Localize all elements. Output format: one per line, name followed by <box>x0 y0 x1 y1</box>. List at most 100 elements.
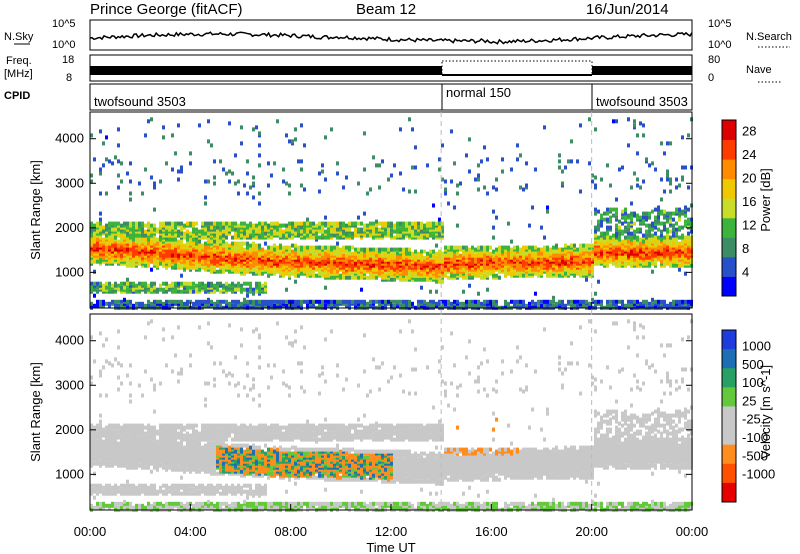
power-cell <box>600 241 603 246</box>
power-cell <box>636 177 639 182</box>
power-cell <box>504 299 507 304</box>
power-cell <box>633 221 636 226</box>
power-cell <box>543 235 546 240</box>
power-cell <box>303 253 306 258</box>
power-cell <box>441 299 444 304</box>
power-cell <box>144 263 147 268</box>
power-cell <box>603 211 606 216</box>
power-cell <box>588 301 591 306</box>
power-cell <box>207 281 210 286</box>
power-cell <box>441 279 444 284</box>
power-cell <box>558 253 561 258</box>
power-cell <box>213 301 216 306</box>
power-cell <box>369 251 372 256</box>
power-cell <box>483 299 486 304</box>
power-cell <box>234 241 237 246</box>
power-cell <box>198 267 201 272</box>
power-cell <box>426 221 429 226</box>
power-cell <box>612 299 615 304</box>
power-cell <box>621 165 624 170</box>
power-cell <box>546 245 549 250</box>
power-cell <box>516 253 519 258</box>
power-cell <box>579 251 582 256</box>
power-cell <box>639 251 642 256</box>
power-cell <box>312 299 315 304</box>
power-cell <box>432 299 435 304</box>
power-cell <box>516 299 519 304</box>
power-cell <box>90 179 93 184</box>
power-cell <box>369 187 372 192</box>
power-cell <box>450 251 453 256</box>
power-cell <box>666 251 669 256</box>
power-cell <box>399 303 402 308</box>
power-cell <box>417 255 420 260</box>
power-cell <box>294 243 297 248</box>
power-cell <box>375 275 378 280</box>
power-cell <box>255 299 258 304</box>
power-cell <box>231 235 234 240</box>
power-cell <box>168 221 171 226</box>
power-cell <box>678 299 681 304</box>
power-cell <box>228 251 231 256</box>
power-cell <box>309 221 312 226</box>
power-cell <box>270 221 273 226</box>
power-cell <box>195 231 198 236</box>
power-cell <box>438 221 441 226</box>
power-cell <box>660 221 663 226</box>
power-cell <box>228 301 231 306</box>
power-cell <box>684 205 687 210</box>
power-cell <box>558 251 561 256</box>
power-cell <box>165 289 168 294</box>
power-cell <box>606 263 609 268</box>
power-cell <box>597 209 600 214</box>
power-cell <box>519 251 522 256</box>
power-cell <box>543 251 546 256</box>
power-cell <box>474 253 477 258</box>
power-cell <box>117 299 120 304</box>
power-cell <box>528 301 531 306</box>
power-cell <box>132 241 135 246</box>
power-cell <box>357 233 360 238</box>
power-cell <box>288 253 291 258</box>
power-cell <box>630 263 633 268</box>
power-cell <box>261 253 264 258</box>
power-cell <box>234 181 237 186</box>
power-cell <box>594 183 597 188</box>
power-cell <box>495 253 498 258</box>
power-cell <box>660 233 663 238</box>
power-cell <box>372 221 375 226</box>
power-cell <box>465 253 468 258</box>
power-cell <box>327 253 330 258</box>
power-cell <box>141 281 144 286</box>
power-cell <box>390 253 393 258</box>
power-cell <box>621 251 624 256</box>
power-cell <box>99 221 102 226</box>
power-cell <box>375 299 378 304</box>
power-cell <box>636 251 639 256</box>
power-cell <box>171 251 174 256</box>
power-cell <box>225 253 228 258</box>
power-cell <box>366 253 369 258</box>
power-cell <box>615 251 618 256</box>
power-cell <box>471 245 474 250</box>
power-cell <box>195 251 198 256</box>
power-cell <box>117 303 120 308</box>
power-cell <box>300 229 303 234</box>
power-cell <box>537 247 540 252</box>
nsky-panel: N.Sky 10^5 10^0 10^5 10^0 N.Search <box>4 18 792 51</box>
power-cell <box>186 265 189 270</box>
power-cell <box>498 253 501 258</box>
power-cell <box>426 163 429 168</box>
power-cell <box>339 225 342 230</box>
power-cell <box>615 207 618 212</box>
power-cell <box>105 135 108 140</box>
power-cell <box>501 251 504 256</box>
power-cell <box>597 299 600 304</box>
power-cell <box>315 245 318 250</box>
power-cell <box>165 243 168 248</box>
power-cell <box>114 227 117 232</box>
power-cell <box>456 183 459 188</box>
nsky-trace <box>89 31 693 45</box>
power-cell <box>321 253 324 258</box>
